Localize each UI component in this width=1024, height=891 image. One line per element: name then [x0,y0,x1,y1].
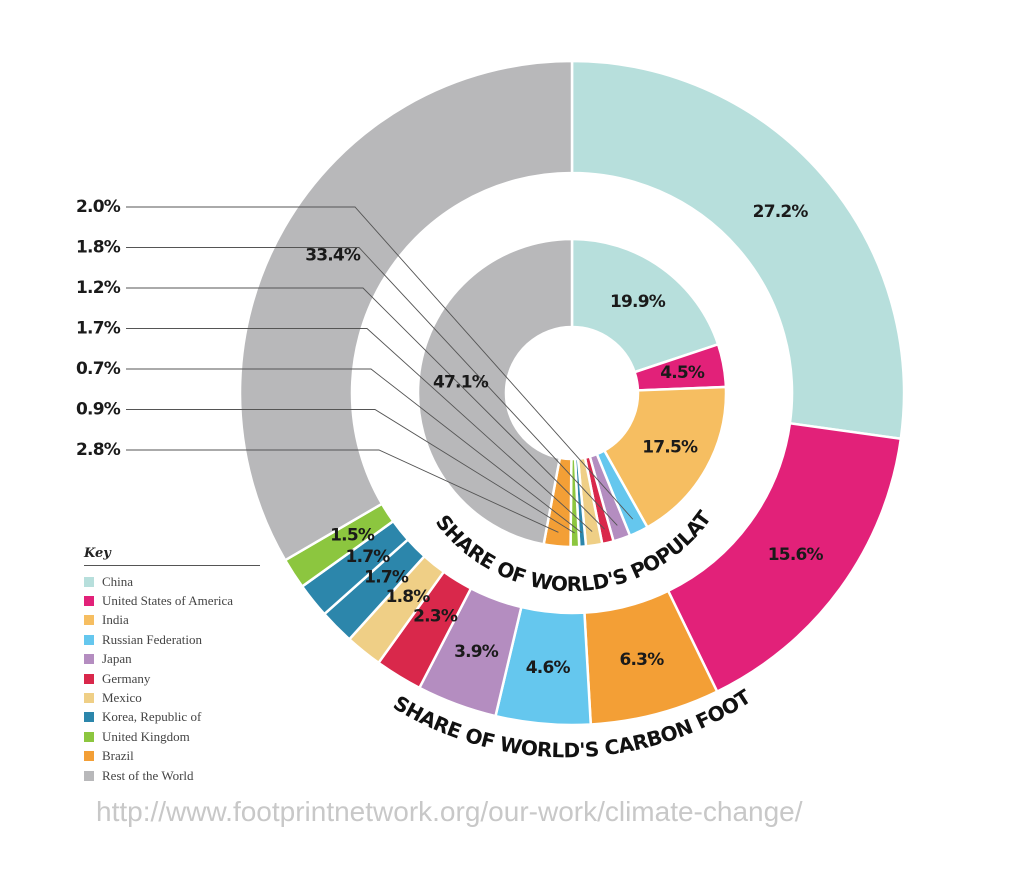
carbon-label-mexico: 1.8% [386,587,431,607]
population-label-brazil: 2.8% [76,440,121,460]
carbon-label-united-states-of-america: 15.6% [768,545,824,565]
legend-swatch [84,712,94,723]
carbon-label-korea-republic-of: 1.7% [346,547,391,567]
carbon-label-rest-of-the-world: 33.4% [305,246,361,266]
leader-line-mexico [126,328,593,532]
population-label-germany: 1.2% [76,278,121,298]
leader-line-brazil [126,449,559,533]
legend-swatch [84,654,94,665]
carbon-label-germany: 2.3% [413,606,458,626]
leader-line-korea-republic-of [126,368,582,534]
legend-item-germany: Germany [84,669,260,688]
legend: Key China United States of America India Ru… [84,546,260,785]
legend-item-united-states-of-america: United States of America [84,591,260,610]
legend-label: Rest of the World [102,767,194,783]
carbon-label-brazil: 6.3% [620,650,665,670]
legend-swatch [84,693,94,704]
source-url: http://www.footprintnetwork.org/our-work… [96,796,803,827]
leader-line-russian-federation [126,206,634,520]
leader-line-united-kingdom [126,409,575,534]
legend-item-brazil: Brazil [84,747,260,766]
legend-title: Key [84,546,260,566]
slice-labels: 27.2%15.6%6.3%4.6%3.9%2.3%1.8%1.7%1.7%1.… [76,197,824,678]
legend-swatch [84,634,94,645]
carbon-label-united-kingdom: 1.5% [330,525,375,545]
legend-label: China [102,573,134,589]
legend-item-korea-republic-of: Korea, Republic of [84,708,260,727]
legend-item-japan: Japan [84,650,260,669]
leader-line-japan [126,247,618,526]
legend-swatch [84,576,94,587]
population-slice-india [602,385,728,529]
legend-item-rest-of-the-world: Rest of the World [84,766,260,785]
legend-label: United States of America [102,593,234,609]
population-label-united-states-of-america: 4.5% [660,363,705,383]
legend-label: Japan [102,651,132,667]
legend-label: Brazil [102,748,134,764]
legend-swatch [84,770,94,781]
population-label-russian-federation: 2.0% [76,197,121,217]
population-slice-china [570,237,720,374]
population-label-mexico: 1.7% [76,319,121,339]
legend-item-india: India [84,611,260,630]
inner-ring-population [416,237,728,549]
carbon-label-japan: 3.9% [454,642,499,662]
legend-item-china: China [84,572,260,591]
leader-line-germany [126,287,605,530]
population-label-korea-republic-of: 0.7% [76,359,121,379]
legend-label: United Kingdom [102,728,190,744]
leader-lines [126,206,634,534]
population-label-united-kingdom: 0.9% [76,400,121,420]
legend-label: Korea, Republic of [102,709,202,725]
carbon-label-korea-republic-of: 1.7% [364,568,409,588]
carbon-label-russian-federation: 4.6% [526,658,571,678]
population-label-china: 19.9% [610,292,666,312]
carbon-label-china: 27.2% [753,202,809,222]
legend-swatch [84,615,94,626]
legend-swatch [84,673,94,684]
carbon-slice-china [570,59,906,441]
legend-label: India [102,612,129,628]
legend-item-united-kingdom: United Kingdom [84,727,260,746]
outer-ring-carbon-footprint [238,59,906,727]
legend-swatch [84,751,94,762]
legend-item-mexico: Mexico [84,688,260,707]
legend-label: Germany [102,670,151,686]
carbon-slice-rest-of-the-world [238,59,574,562]
legend-swatch [84,731,94,742]
legend-items: China United States of America India Russia… [84,572,260,785]
legend-label: Mexico [102,690,142,706]
population-label-japan: 1.8% [76,238,121,258]
legend-swatch [84,596,94,607]
legend-label: Russian Federation [102,631,203,647]
legend-item-russian-federation: Russian Federation [84,630,260,649]
population-label-india: 17.5% [642,438,698,458]
population-label-rest-of-the-world: 47.1% [433,373,489,393]
